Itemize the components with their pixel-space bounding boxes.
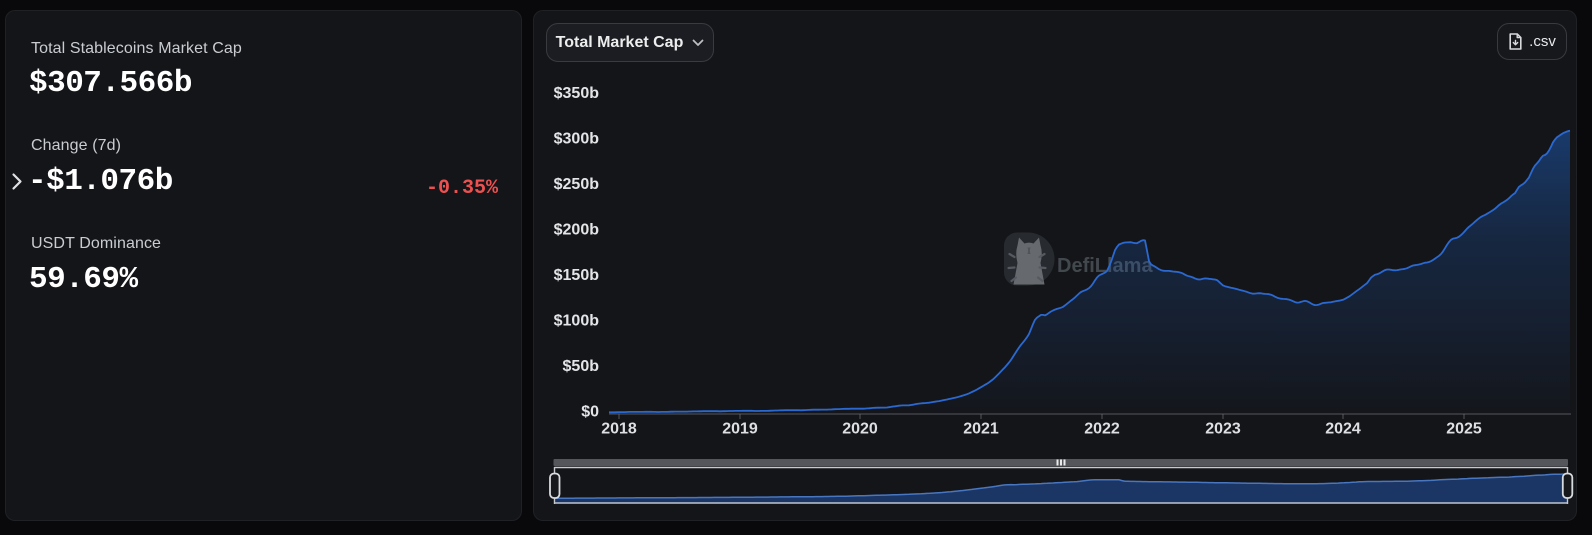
svg-text:$0: $0: [581, 404, 599, 421]
svg-text:$250b: $250b: [554, 176, 600, 193]
svg-text:$150b: $150b: [554, 267, 600, 284]
svg-text:2019: 2019: [722, 421, 758, 438]
svg-text:2022: 2022: [1084, 421, 1120, 438]
svg-text:2018: 2018: [601, 421, 637, 438]
svg-text:$350b: $350b: [554, 85, 600, 102]
svg-text:$200b: $200b: [554, 222, 600, 239]
svg-text:$50b: $50b: [563, 358, 600, 375]
svg-text:2024: 2024: [1325, 421, 1361, 438]
svg-text:2023: 2023: [1205, 421, 1241, 438]
svg-text:$300b: $300b: [554, 131, 600, 148]
svg-text:2025: 2025: [1446, 421, 1482, 438]
svg-text:2020: 2020: [842, 421, 878, 438]
svg-text:2021: 2021: [963, 421, 999, 438]
svg-text:$100b: $100b: [554, 313, 600, 330]
